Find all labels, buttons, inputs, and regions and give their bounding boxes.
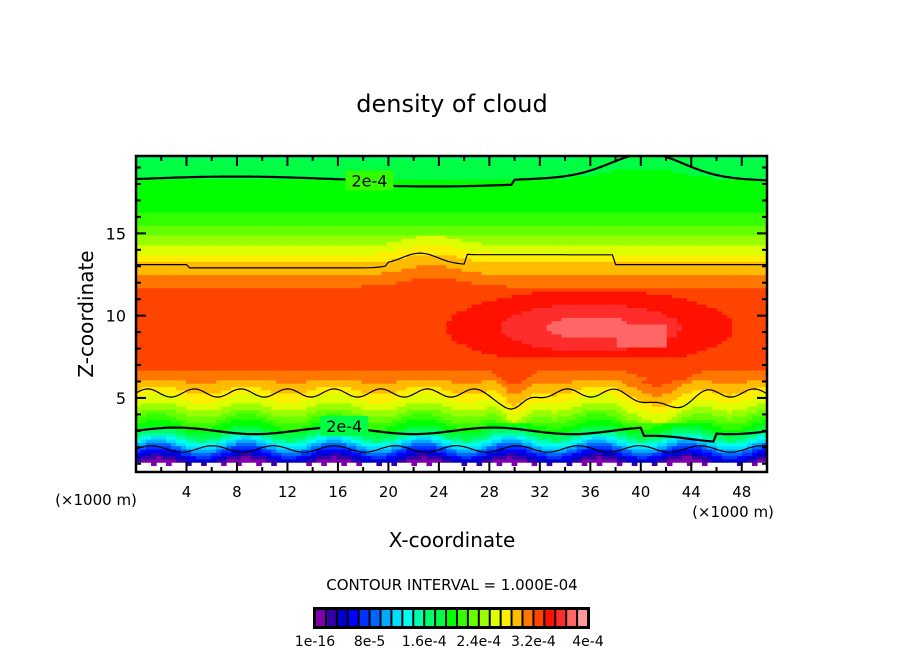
chart-title: density of cloud (356, 90, 547, 118)
density-field (136, 156, 768, 466)
contour-chart: density of cloud 2e-42e-4 4 8 12 16 20 24 28 32… (0, 0, 904, 654)
